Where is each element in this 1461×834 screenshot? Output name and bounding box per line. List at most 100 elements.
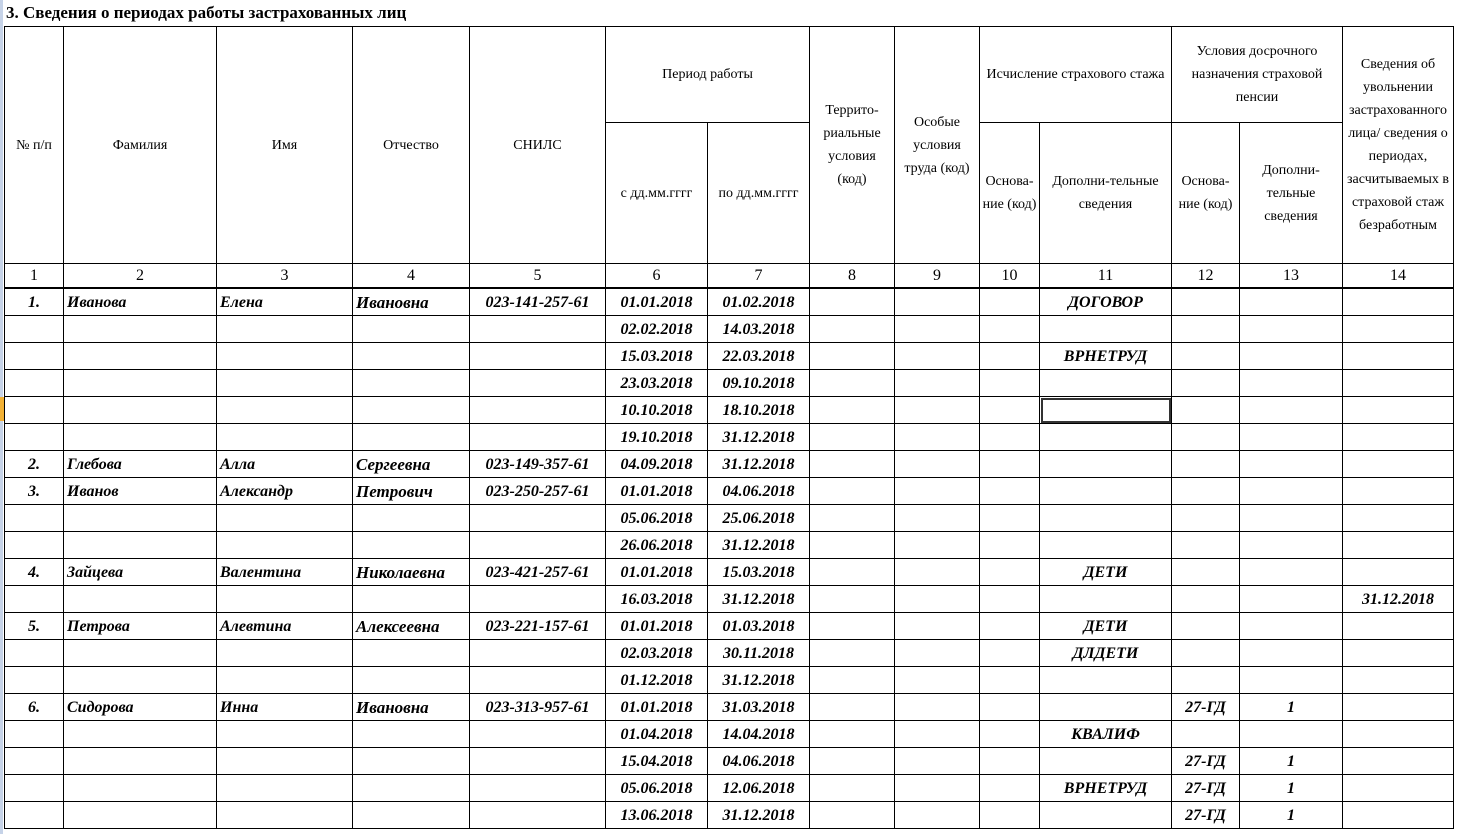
cell-early-additional-info[interactable] bbox=[1239, 504, 1343, 532]
cell-dismissal-info[interactable] bbox=[1342, 287, 1454, 316]
cell-dismissal-info[interactable] bbox=[1342, 612, 1454, 640]
cell-row-number[interactable] bbox=[4, 639, 64, 667]
cell-dismissal-info[interactable] bbox=[1342, 450, 1454, 478]
cell-surname[interactable] bbox=[63, 423, 217, 451]
cell-early-additional-info[interactable] bbox=[1239, 720, 1343, 748]
cell-from-date[interactable]: 02.03.2018 bbox=[605, 639, 708, 667]
cell-early-additional-info[interactable] bbox=[1239, 342, 1343, 370]
cell-first-name[interactable] bbox=[216, 531, 353, 559]
cell-from-date[interactable]: 19.10.2018 bbox=[605, 423, 708, 451]
cell-patronymic[interactable] bbox=[352, 666, 470, 694]
cell-row-number[interactable] bbox=[4, 396, 64, 424]
cell-surname[interactable] bbox=[63, 369, 217, 397]
cell-early-basis-code[interactable] bbox=[1171, 477, 1240, 505]
cell-first-name[interactable] bbox=[216, 396, 353, 424]
cell-to-date[interactable]: 15.03.2018 bbox=[707, 558, 810, 586]
cell-snils[interactable] bbox=[469, 504, 606, 532]
cell-basis-code[interactable] bbox=[979, 531, 1040, 559]
cell-from-date[interactable]: 04.09.2018 bbox=[605, 450, 708, 478]
cell-from-date[interactable]: 02.02.2018 bbox=[605, 315, 708, 343]
cell-snils[interactable] bbox=[469, 396, 606, 424]
cell-territorial-code[interactable] bbox=[809, 423, 895, 451]
cell-snils[interactable] bbox=[469, 423, 606, 451]
cell-snils[interactable]: 023-313-957-61 bbox=[469, 693, 606, 721]
cell-dismissal-info[interactable] bbox=[1342, 774, 1454, 802]
cell-early-additional-info[interactable] bbox=[1239, 315, 1343, 343]
cell-early-additional-info[interactable] bbox=[1239, 369, 1343, 397]
cell-dismissal-info[interactable] bbox=[1342, 369, 1454, 397]
cell-surname[interactable]: Глебова bbox=[63, 450, 217, 478]
cell-territorial-code[interactable] bbox=[809, 287, 895, 316]
cell-patronymic[interactable]: Петрович bbox=[352, 477, 470, 505]
cell-dismissal-info[interactable] bbox=[1342, 801, 1454, 829]
cell-territorial-code[interactable] bbox=[809, 720, 895, 748]
cell-early-basis-code[interactable] bbox=[1171, 369, 1240, 397]
cell-patronymic[interactable] bbox=[352, 720, 470, 748]
cell-additional-info[interactable]: ДЛДЕТИ bbox=[1039, 639, 1172, 667]
cell-patronymic[interactable]: Николаевна bbox=[352, 558, 470, 586]
cell-surname[interactable] bbox=[63, 585, 217, 613]
cell-early-basis-code[interactable]: 27-ГД bbox=[1171, 774, 1240, 802]
cell-dismissal-info[interactable] bbox=[1342, 477, 1454, 505]
cell-surname[interactable] bbox=[63, 720, 217, 748]
cell-basis-code[interactable] bbox=[979, 369, 1040, 397]
cell-special-conditions-code[interactable] bbox=[894, 747, 980, 775]
cell-territorial-code[interactable] bbox=[809, 369, 895, 397]
cell-patronymic[interactable] bbox=[352, 585, 470, 613]
cell-special-conditions-code[interactable] bbox=[894, 531, 980, 559]
cell-to-date[interactable]: 31.12.2018 bbox=[707, 450, 810, 478]
cell-from-date[interactable]: 23.03.2018 bbox=[605, 369, 708, 397]
cell-early-additional-info[interactable]: 1 bbox=[1239, 693, 1343, 721]
cell-surname[interactable]: Сидорова bbox=[63, 693, 217, 721]
cell-from-date[interactable]: 05.06.2018 bbox=[605, 504, 708, 532]
cell-dismissal-info[interactable] bbox=[1342, 504, 1454, 532]
cell-territorial-code[interactable] bbox=[809, 612, 895, 640]
cell-patronymic[interactable] bbox=[352, 639, 470, 667]
cell-surname[interactable] bbox=[63, 504, 217, 532]
cell-early-additional-info[interactable] bbox=[1239, 558, 1343, 586]
cell-additional-info[interactable]: ВРНЕТРУД bbox=[1039, 774, 1172, 802]
cell-additional-info[interactable] bbox=[1039, 801, 1172, 829]
cell-territorial-code[interactable] bbox=[809, 801, 895, 829]
cell-basis-code[interactable] bbox=[979, 423, 1040, 451]
cell-additional-info[interactable] bbox=[1039, 585, 1172, 613]
cell-from-date[interactable]: 01.01.2018 bbox=[605, 612, 708, 640]
cell-territorial-code[interactable] bbox=[809, 774, 895, 802]
cell-snils[interactable] bbox=[469, 369, 606, 397]
cell-dismissal-info[interactable] bbox=[1342, 315, 1454, 343]
cell-first-name[interactable]: Елена bbox=[216, 287, 353, 316]
cell-additional-info[interactable] bbox=[1039, 693, 1172, 721]
cell-additional-info[interactable] bbox=[1039, 531, 1172, 559]
cell-patronymic[interactable] bbox=[352, 531, 470, 559]
cell-basis-code[interactable] bbox=[979, 558, 1040, 586]
cell-early-basis-code[interactable] bbox=[1171, 639, 1240, 667]
cell-snils[interactable] bbox=[469, 747, 606, 775]
cell-early-basis-code[interactable] bbox=[1171, 315, 1240, 343]
cell-row-number[interactable] bbox=[4, 504, 64, 532]
cell-patronymic[interactable]: Ивановна bbox=[352, 693, 470, 721]
cell-early-basis-code[interactable] bbox=[1171, 450, 1240, 478]
cell-row-number[interactable] bbox=[4, 585, 64, 613]
cell-row-number[interactable] bbox=[4, 666, 64, 694]
cell-special-conditions-code[interactable] bbox=[894, 693, 980, 721]
cell-basis-code[interactable] bbox=[979, 612, 1040, 640]
cell-special-conditions-code[interactable] bbox=[894, 315, 980, 343]
cell-from-date[interactable]: 01.01.2018 bbox=[605, 287, 708, 316]
cell-early-basis-code[interactable] bbox=[1171, 612, 1240, 640]
cell-first-name[interactable] bbox=[216, 504, 353, 532]
cell-territorial-code[interactable] bbox=[809, 477, 895, 505]
cell-to-date[interactable]: 01.03.2018 bbox=[707, 612, 810, 640]
cell-additional-info[interactable] bbox=[1039, 450, 1172, 478]
cell-territorial-code[interactable] bbox=[809, 450, 895, 478]
cell-territorial-code[interactable] bbox=[809, 315, 895, 343]
cell-from-date[interactable]: 01.04.2018 bbox=[605, 720, 708, 748]
cell-to-date[interactable]: 31.12.2018 bbox=[707, 666, 810, 694]
cell-snils[interactable]: 023-221-157-61 bbox=[469, 612, 606, 640]
cell-surname[interactable] bbox=[63, 342, 217, 370]
cell-basis-code[interactable] bbox=[979, 450, 1040, 478]
cell-special-conditions-code[interactable] bbox=[894, 612, 980, 640]
cell-snils[interactable] bbox=[469, 720, 606, 748]
cell-to-date[interactable]: 04.06.2018 bbox=[707, 477, 810, 505]
cell-special-conditions-code[interactable] bbox=[894, 423, 980, 451]
cell-row-number[interactable]: 2. bbox=[4, 450, 64, 478]
